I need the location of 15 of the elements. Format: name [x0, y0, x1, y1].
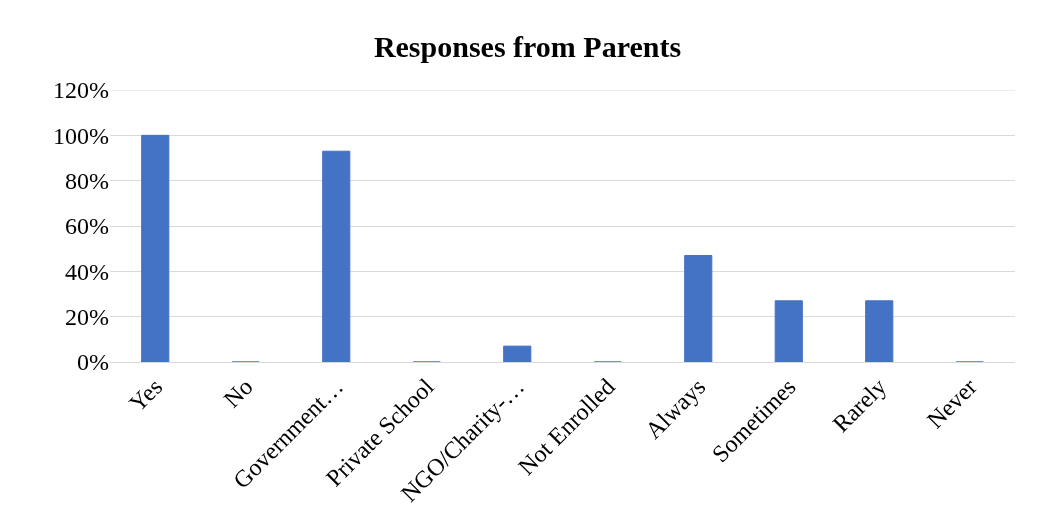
bar: [774, 300, 803, 362]
bar: [684, 254, 713, 362]
y-tick-label: 80%: [65, 168, 109, 195]
y-tick-label: 120%: [53, 77, 109, 104]
y-tick-label: 60%: [65, 213, 109, 240]
x-tick-label: Yes: [124, 373, 168, 417]
y-tick-label: 100%: [53, 122, 109, 149]
chart-title: Responses from Parents: [373, 30, 682, 64]
y-tick-label: 40%: [65, 258, 109, 285]
bar: [865, 300, 894, 362]
y-tick-label: 0%: [77, 349, 109, 376]
y-tick-label: 20%: [65, 304, 109, 331]
bar: [503, 345, 532, 362]
bar: [322, 150, 351, 362]
bar: [141, 134, 170, 362]
